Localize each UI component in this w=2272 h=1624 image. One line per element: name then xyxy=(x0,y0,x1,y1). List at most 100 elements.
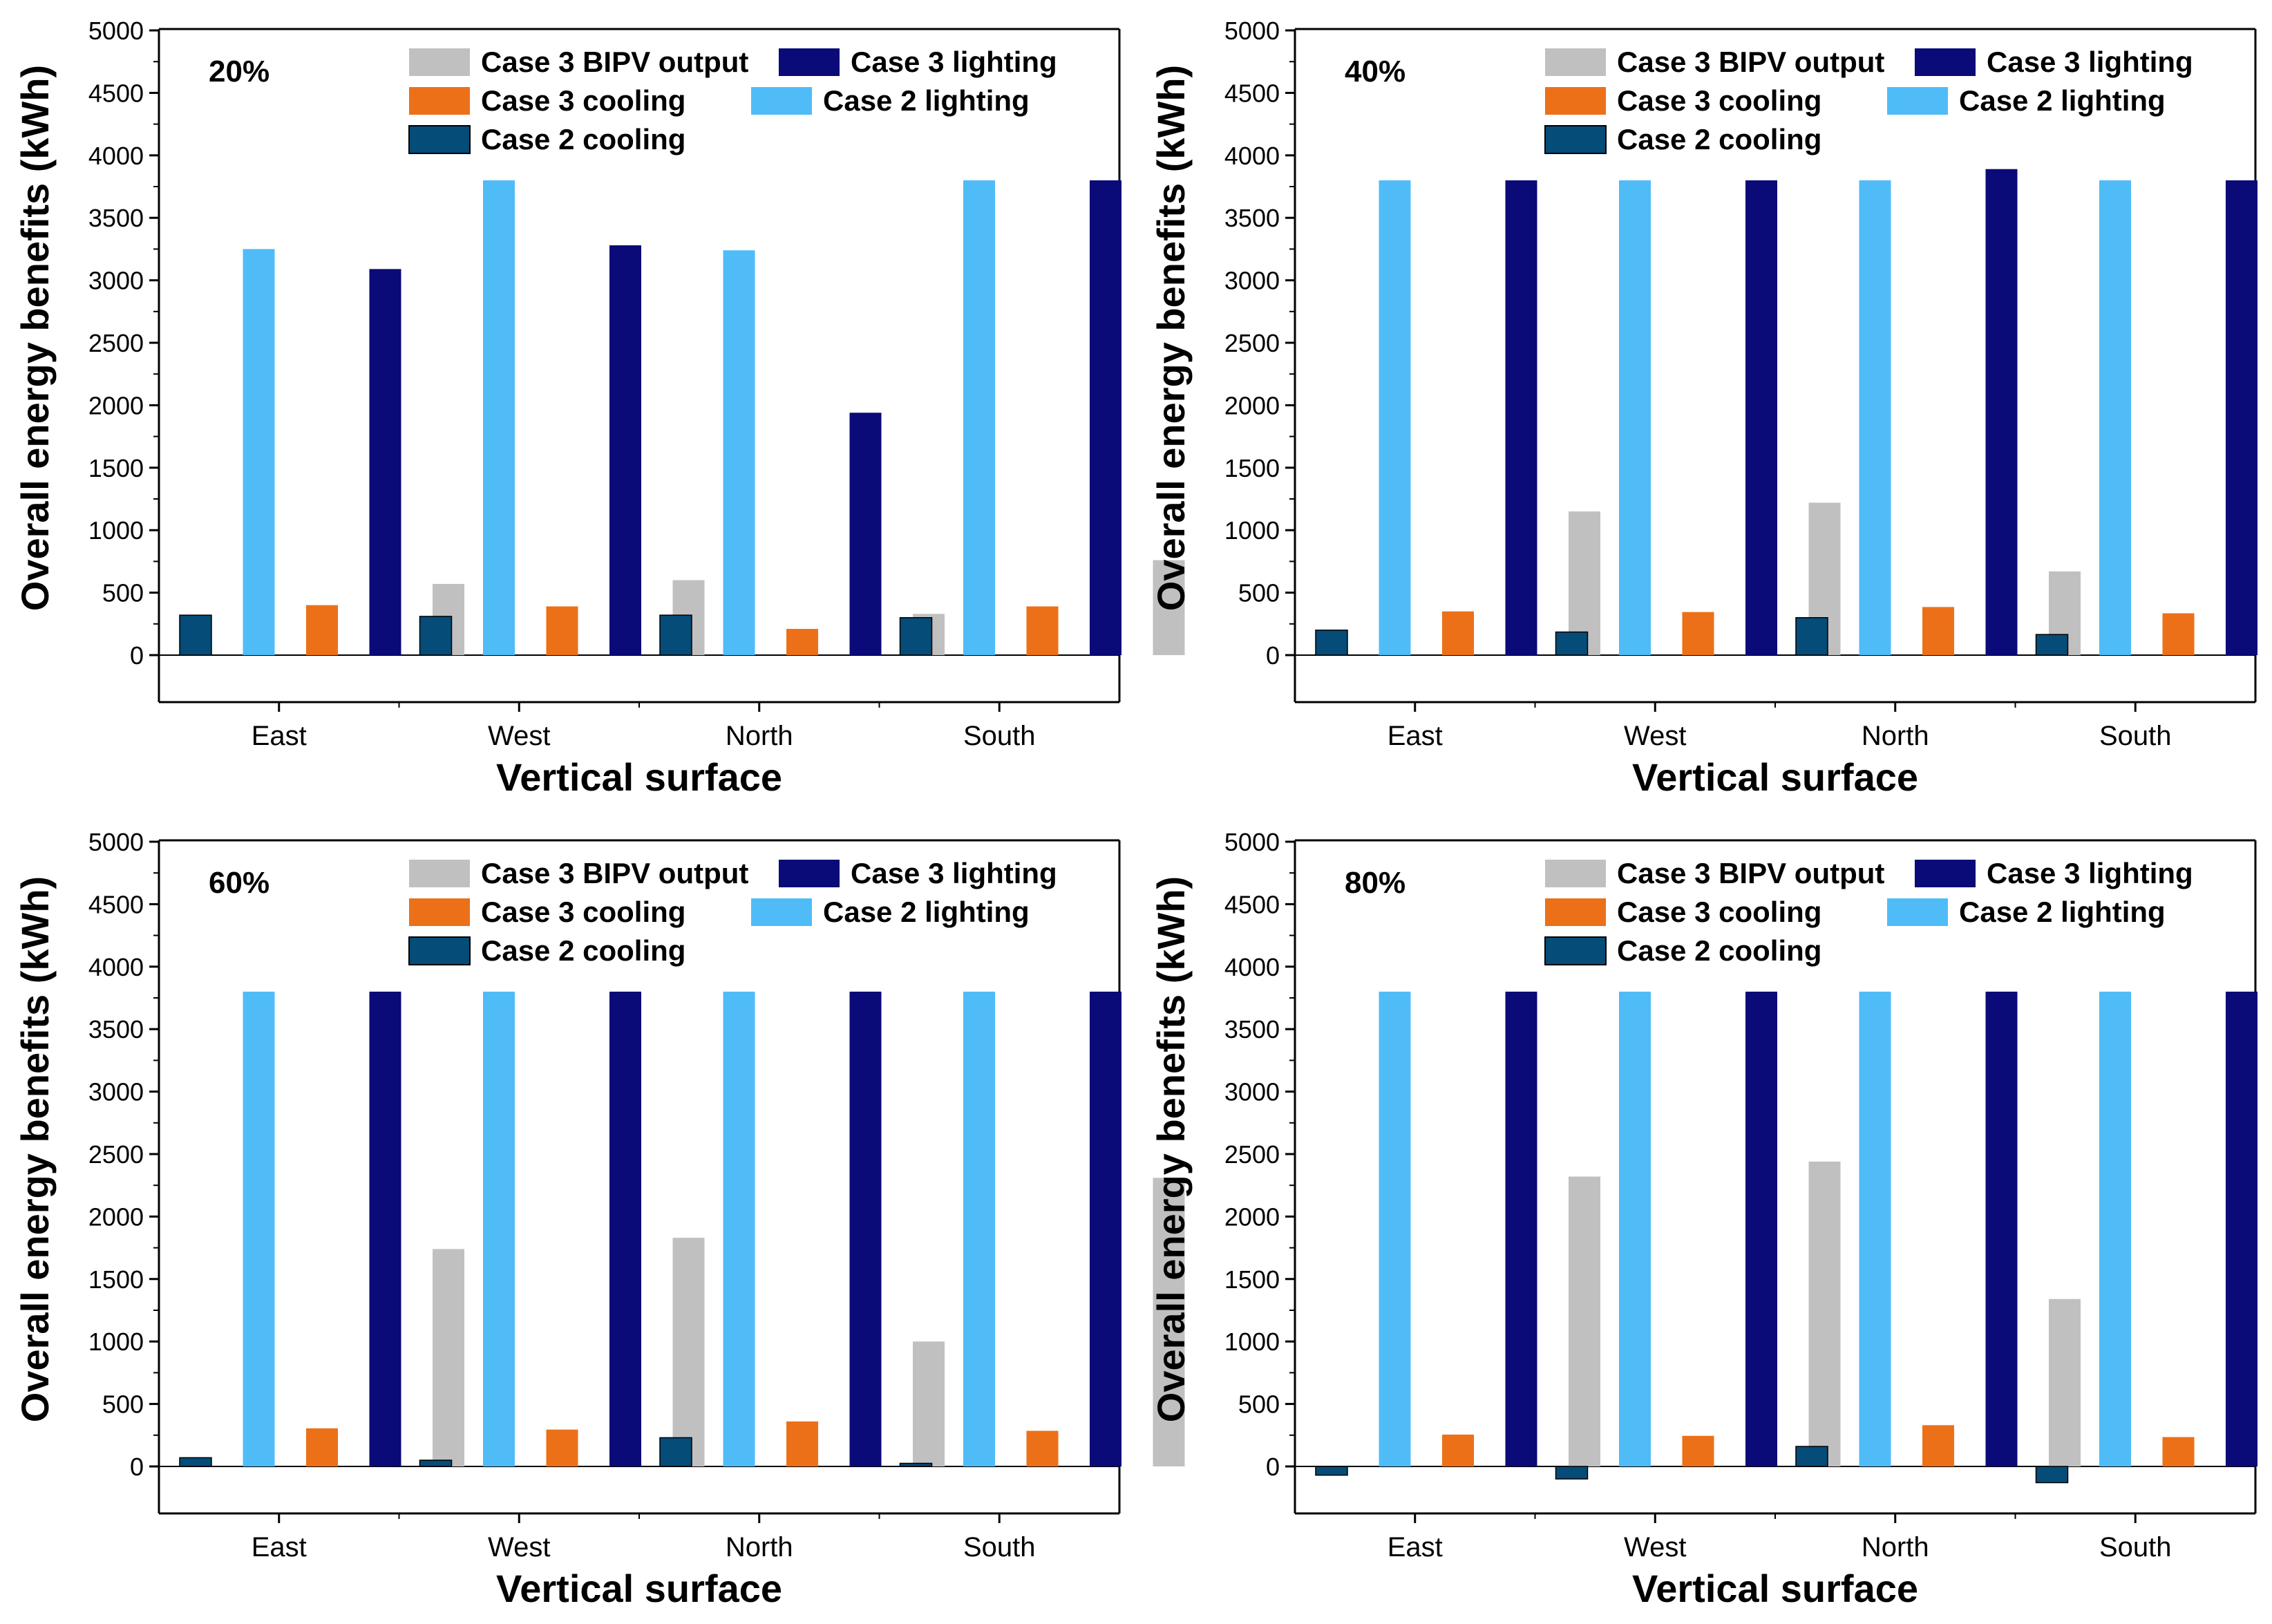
bar-case-3-bipv-output-east xyxy=(1569,1176,1600,1466)
legend-label-case-2-cooling: Case 2 cooling xyxy=(1617,934,1821,967)
bar-case-3-cooling-south xyxy=(1026,606,1059,655)
legend-label-case-2-lighting: Case 2 lighting xyxy=(1959,896,2166,928)
x-category-label-north: North xyxy=(726,721,793,751)
bar-case-2-cooling-south xyxy=(899,1462,933,1467)
bar-case-3-bipv-output-north xyxy=(913,1341,945,1466)
legend-label-case-2-cooling: Case 2 cooling xyxy=(1617,123,1821,155)
legend-swatch-case-3-lighting xyxy=(779,48,840,76)
bar-case-2-lighting-south xyxy=(963,180,995,656)
bar-case-2-cooling-east xyxy=(179,1457,212,1467)
bar-case-3-lighting-south xyxy=(1090,991,1121,1466)
bar-case-3-cooling-east xyxy=(306,605,338,655)
y-tick-label: 0 xyxy=(130,641,144,670)
bar-case-2-cooling-west xyxy=(1555,631,1589,656)
bar-case-3-cooling-east xyxy=(306,1428,338,1466)
y-tick-label: 2500 xyxy=(1224,329,1280,357)
legend-swatch-case-2-cooling xyxy=(1544,125,1607,154)
legend-swatch-case-2-lighting xyxy=(751,898,812,926)
bar-case-3-lighting-north xyxy=(1985,169,2018,656)
bar-case-3-lighting-south xyxy=(2226,180,2257,656)
bar-case-3-bipv-output-south xyxy=(1153,1178,1185,1466)
y-tick-label: 500 xyxy=(1238,1390,1280,1419)
x-category-label-north: North xyxy=(726,1532,793,1562)
legend-swatch-case-2-cooling xyxy=(408,125,471,154)
y-tick-label: 1000 xyxy=(1224,516,1280,545)
legend-label-case-3-lighting: Case 3 lighting xyxy=(1987,46,2193,78)
y-tick-label: 0 xyxy=(1266,1453,1280,1481)
bar-case-2-lighting-south xyxy=(2099,180,2131,656)
legend-label-case-3-bipv-output: Case 3 BIPV output xyxy=(481,46,748,78)
x-category-label-east: East xyxy=(1388,1532,1443,1562)
y-tick-label: 5000 xyxy=(88,17,144,45)
y-tick-label: 500 xyxy=(1238,579,1280,607)
bar-case-2-lighting-east xyxy=(1379,180,1411,656)
bar-case-3-cooling-north xyxy=(1922,1425,1954,1466)
bar-case-3-cooling-west xyxy=(1682,612,1714,655)
bar-case-3-lighting-east xyxy=(369,991,401,1466)
legend-label-case-3-cooling: Case 3 cooling xyxy=(1617,84,1821,117)
legend-label-case-2-cooling: Case 2 cooling xyxy=(481,934,685,967)
legend-label-case-3-lighting: Case 3 lighting xyxy=(851,46,1057,78)
bar-case-3-cooling-north xyxy=(786,1421,818,1466)
y-tick-label: 500 xyxy=(102,1390,144,1419)
bar-case-3-lighting-east xyxy=(1505,991,1537,1466)
bar-case-3-cooling-east xyxy=(1442,611,1474,655)
bar-case-2-lighting-west xyxy=(483,180,515,656)
bar-case-3-cooling-west xyxy=(546,606,578,655)
bar-case-2-cooling-north xyxy=(659,614,692,656)
bar-case-3-bipv-output-west xyxy=(1808,1161,1841,1466)
bar-case-2-cooling-west xyxy=(419,1460,453,1467)
y-tick-label: 0 xyxy=(1266,641,1280,670)
bar-case-3-lighting-north xyxy=(1985,991,2018,1466)
bar-case-3-cooling-north xyxy=(1922,607,1954,655)
legend-label-case-3-bipv-output: Case 3 BIPV output xyxy=(1617,857,1884,889)
x-category-label-south: South xyxy=(2099,1532,2172,1562)
bar-case-2-cooling-south xyxy=(2035,1466,2069,1484)
bar-case-3-cooling-west xyxy=(1682,1435,1714,1466)
bar-case-2-lighting-south xyxy=(963,991,995,1466)
y-tick-label: 3500 xyxy=(1224,1015,1280,1044)
bar-case-2-lighting-east xyxy=(243,249,275,655)
legend: Case 3 BIPV output Case 3 lighting Case 3 … xyxy=(408,46,1057,155)
bar-case-2-lighting-north xyxy=(723,991,755,1466)
legend-label-case-2-cooling: Case 2 cooling xyxy=(481,123,685,155)
bar-case-3-bipv-output-north xyxy=(2049,1299,2081,1466)
y-tick-label: 1000 xyxy=(88,516,144,545)
legend-label-case-3-bipv-output: Case 3 BIPV output xyxy=(1617,46,1884,78)
y-axis-title: Overall energy benefits (kWh) xyxy=(1149,65,1193,611)
y-tick-label: 1500 xyxy=(88,454,144,482)
y-tick-label: 5000 xyxy=(1224,828,1280,856)
y-tick-label: 4000 xyxy=(1224,953,1280,981)
legend-swatch-case-3-lighting xyxy=(1915,860,1976,887)
bar-case-3-lighting-west xyxy=(609,245,641,655)
y-tick-label: 4000 xyxy=(1224,142,1280,170)
bar-case-3-bipv-output-east xyxy=(433,1249,464,1466)
bar-case-3-bipv-output-west xyxy=(672,1238,705,1466)
bar-case-3-lighting-west xyxy=(609,991,641,1466)
legend-swatch-case-2-lighting xyxy=(751,87,812,115)
chart-panel-3: 0 500 1000 1500 2000 2500 3000 3500 4000 4500 5000… xyxy=(13,828,1185,1610)
bar-case-2-lighting-east xyxy=(1379,991,1411,1466)
y-axis-title: Overall energy benefits (kWh) xyxy=(13,876,57,1422)
legend-swatch-case-2-cooling xyxy=(408,936,471,965)
bar-case-2-cooling-west xyxy=(419,616,453,656)
legend: Case 3 BIPV output Case 3 lighting Case 3 … xyxy=(1544,857,2193,967)
chart-panel-1: 0 500 1000 1500 2000 2500 3000 3500 4000 4500 5000… xyxy=(13,17,1185,799)
x-category-label-east: East xyxy=(252,1532,307,1562)
y-tick-label: 2000 xyxy=(1224,1202,1280,1231)
bar-case-3-bipv-output-east xyxy=(1569,511,1600,655)
x-category-label-north: North xyxy=(1862,721,1929,751)
y-tick-label: 2500 xyxy=(1224,1140,1280,1169)
y-tick-label: 1000 xyxy=(1224,1328,1280,1356)
y-tick-label: 4000 xyxy=(88,142,144,170)
bar-case-2-lighting-west xyxy=(483,991,515,1466)
bar-case-2-cooling-north xyxy=(659,1437,692,1467)
coverage-label: 60% xyxy=(209,866,269,900)
bar-case-2-cooling-north xyxy=(1795,1446,1828,1467)
x-category-label-south: South xyxy=(963,721,1036,751)
x-axis-title: Vertical surface xyxy=(1632,755,1918,799)
legend: Case 3 BIPV output Case 3 lighting Case 3 … xyxy=(1544,46,2193,155)
x-category-label-north: North xyxy=(1862,1532,1929,1562)
coverage-label: 40% xyxy=(1345,55,1405,88)
